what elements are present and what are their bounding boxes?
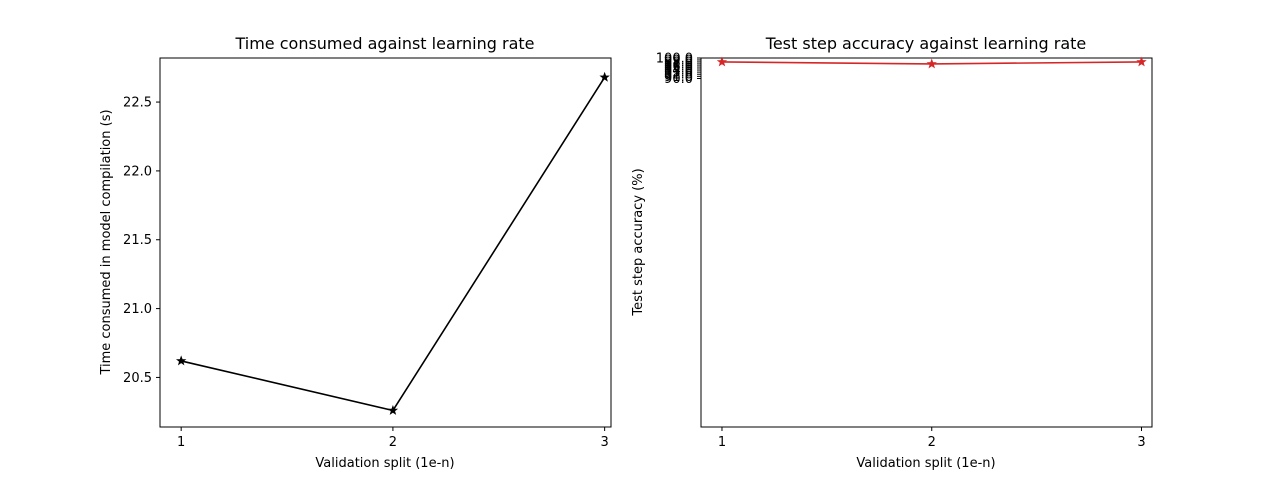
data-point-marker <box>387 405 399 415</box>
x-tick-label: 2 <box>389 435 397 450</box>
y-tick-label: 22.0 <box>123 164 152 179</box>
data-point-marker <box>599 71 610 82</box>
y-tick-label: 94.0 <box>664 64 693 79</box>
series-line <box>180 76 606 412</box>
data-point-marker <box>926 58 937 69</box>
x-tick-label: 3 <box>1137 435 1145 450</box>
y-tick-label: 90.0 <box>664 72 693 87</box>
y-tick-label: 21.5 <box>123 233 152 248</box>
y-tick-label: 98.0 <box>664 55 693 70</box>
plot-frame <box>700 57 1153 428</box>
data-point-marker <box>1136 56 1147 67</box>
x-tick-label: 1 <box>718 435 726 450</box>
x-axis-label: Validation split (1e-n) <box>856 456 995 471</box>
x-axis-label: Validation split (1e-n) <box>315 456 454 471</box>
y-tick-label: 95.0 <box>664 61 693 76</box>
y-tick-label: 97.0 <box>664 57 693 72</box>
y-axis-label: Test step accuracy (%) <box>631 168 646 316</box>
x-tick-label: 3 <box>601 435 609 450</box>
y-tick-label: 20.5 <box>123 371 152 386</box>
x-tick-label: 1 <box>177 435 185 450</box>
y-tick-label: 100.0 <box>656 52 693 67</box>
chart-title: Time consumed against learning rate <box>234 34 534 53</box>
y-axis-label: Time consumed in model compilation (s) <box>99 109 114 375</box>
y-tick-label: 21.0 <box>123 302 152 317</box>
data-point-marker <box>175 355 187 366</box>
data-point-marker <box>716 56 728 67</box>
y-tick-label: 92.0 <box>664 68 693 83</box>
plot-frame <box>159 57 612 428</box>
y-tick-label: 96.0 <box>664 59 693 74</box>
y-tick-label: 93.0 <box>664 66 693 81</box>
chart-test-accuracy: Test step accuracy against learning rate… <box>631 34 1153 471</box>
x-tick-label: 2 <box>928 435 936 450</box>
y-tick-label: 99.0 <box>664 53 693 68</box>
chart-title: Test step accuracy against learning rate <box>765 34 1086 53</box>
y-tick-label: 91.0 <box>664 70 693 85</box>
y-tick-label: 22.5 <box>123 96 152 111</box>
